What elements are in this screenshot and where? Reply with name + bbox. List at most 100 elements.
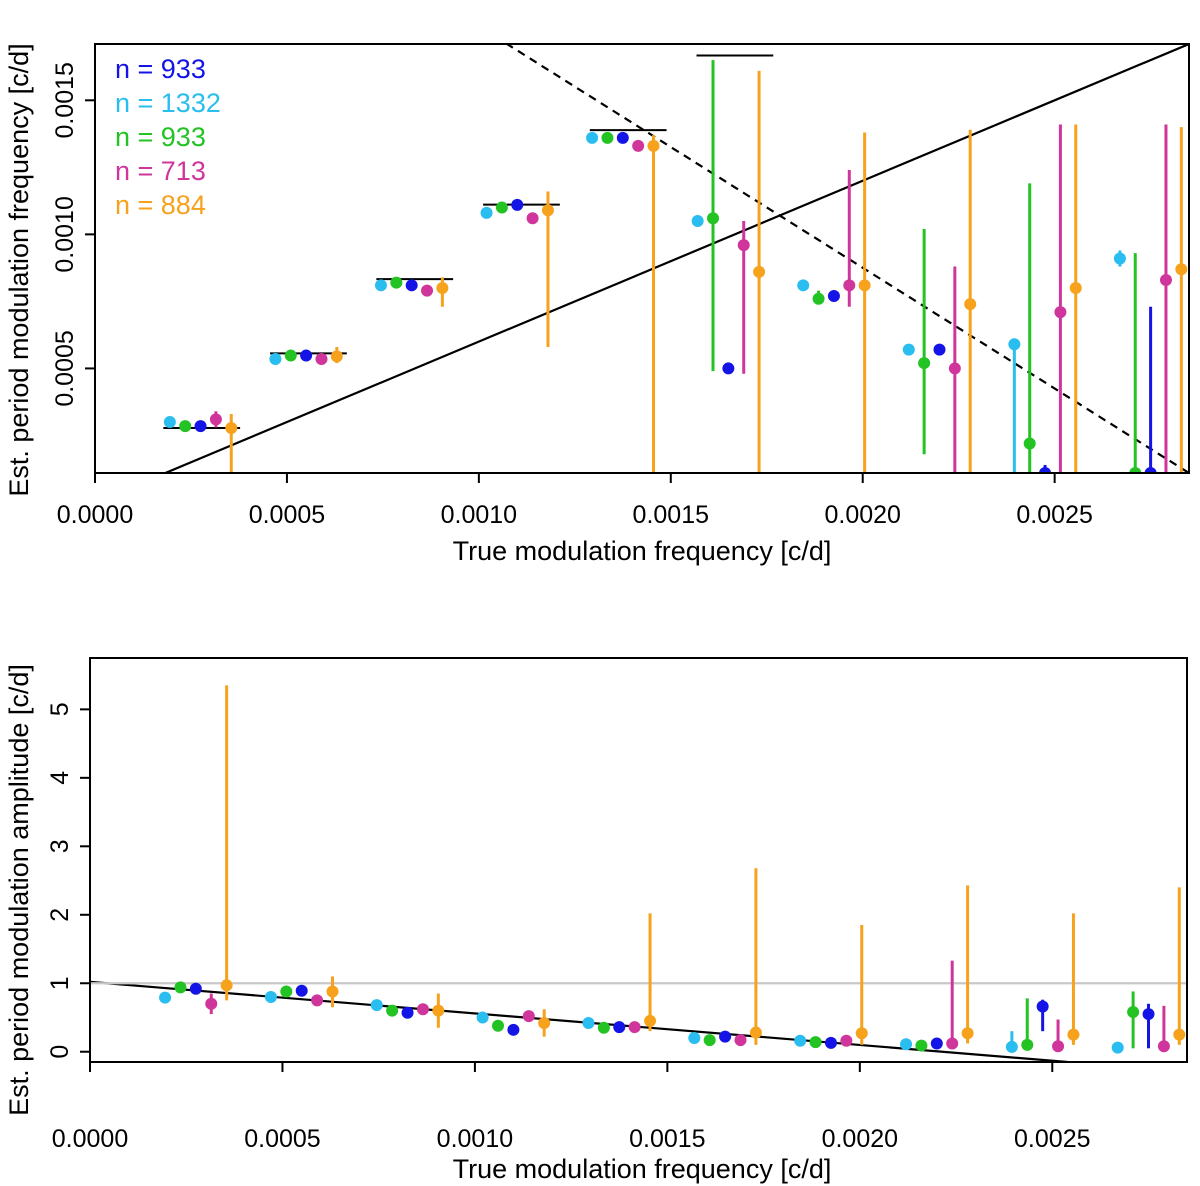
bottom-data-point-46 bbox=[1127, 1006, 1140, 1019]
bottom-data-point-1 bbox=[174, 981, 187, 994]
top-data-point-3 bbox=[209, 413, 222, 426]
bottom-data-point-26 bbox=[703, 1034, 716, 1047]
bottom-data-point-17 bbox=[507, 1023, 520, 1036]
top-data-point-44 bbox=[1069, 281, 1082, 294]
top-x-tick-label-2: 0.0010 bbox=[441, 501, 517, 529]
bottom-data-point-9 bbox=[326, 985, 339, 998]
legend-entry-2: n = 933 bbox=[115, 122, 206, 152]
top-data-point-6 bbox=[284, 349, 297, 362]
bottom-data-point-20 bbox=[582, 1016, 595, 1029]
bottom-data-point-5 bbox=[264, 990, 277, 1003]
legend-entry-0: n = 933 bbox=[115, 54, 206, 84]
bottom-data-point-29 bbox=[749, 1026, 762, 1039]
bottom-data-point-21 bbox=[597, 1021, 610, 1034]
top-data-point-15 bbox=[480, 206, 493, 219]
top-data-point-49 bbox=[1175, 263, 1188, 276]
bottom-x-tick-label-4: 0.0020 bbox=[822, 1125, 898, 1153]
bottom-data-point-23 bbox=[628, 1021, 641, 1034]
bottom-data-point-49 bbox=[1173, 1028, 1186, 1041]
top-data-point-42 bbox=[1039, 467, 1052, 473]
bottom-data-point-41 bbox=[1021, 1038, 1034, 1051]
top-x-tick-label-4: 0.0020 bbox=[824, 501, 900, 529]
bottom-data-point-7 bbox=[295, 984, 308, 997]
top-data-point-43 bbox=[1054, 306, 1067, 319]
bottom-y-tick-label-5: 5 bbox=[46, 702, 74, 716]
bottom-data-point-2 bbox=[189, 982, 202, 995]
bottom-data-point-11 bbox=[386, 1004, 399, 1017]
bottom-data-point-19 bbox=[538, 1016, 551, 1029]
bottom-data-point-40 bbox=[1005, 1040, 1018, 1053]
bottom-chart: 0.0000 0.0005 0.0010 0.0015 0.0020 0.0025 0 1 2… bbox=[4, 657, 1188, 1184]
top-y-tick-label-0: 0.0005 bbox=[51, 330, 79, 406]
bottom-data-point-47 bbox=[1142, 1008, 1155, 1021]
legend-entry-3: n = 713 bbox=[115, 156, 206, 186]
top-data-point-5 bbox=[269, 353, 282, 366]
top-chart-x-axis-label: True modulation frequency [c/d] bbox=[453, 536, 832, 566]
top-data-point-4 bbox=[225, 421, 238, 434]
top-chart-frame bbox=[94, 43, 1190, 474]
bottom-data-point-4 bbox=[220, 979, 233, 992]
bottom-chart-x-ticks: 0.0000 0.0005 0.0010 0.0015 0.0020 0.0025 bbox=[52, 1062, 1091, 1153]
top-chart-points bbox=[163, 131, 1188, 473]
bottom-data-point-6 bbox=[280, 985, 293, 998]
top-data-point-0 bbox=[163, 416, 176, 429]
top-data-point-37 bbox=[933, 343, 946, 356]
bottom-y-tick-label-1: 1 bbox=[46, 976, 74, 990]
top-chart-true-markers bbox=[163, 54, 774, 429]
top-data-point-40 bbox=[1008, 338, 1021, 351]
top-data-point-28 bbox=[737, 239, 750, 252]
top-data-point-45 bbox=[1113, 252, 1126, 265]
top-data-point-41 bbox=[1023, 437, 1036, 450]
top-data-point-10 bbox=[374, 279, 387, 292]
top-data-point-46 bbox=[1129, 467, 1142, 473]
top-data-point-19 bbox=[541, 204, 554, 217]
bottom-chart-error-bars bbox=[209, 685, 1181, 1052]
top-data-point-16 bbox=[495, 201, 508, 214]
top-y-tick-label-2: 0.0015 bbox=[51, 62, 79, 138]
bottom-chart-x-axis-label: True modulation frequency [c/d] bbox=[453, 1154, 832, 1184]
bottom-data-point-48 bbox=[1157, 1040, 1170, 1053]
legend-entry-4: n = 884 bbox=[115, 190, 206, 220]
top-data-point-21 bbox=[601, 131, 614, 144]
top-reference-line-0 bbox=[162, 44, 1189, 473]
top-data-point-23 bbox=[632, 139, 645, 152]
bottom-data-point-32 bbox=[824, 1036, 837, 1049]
bottom-chart-points bbox=[159, 979, 1186, 1054]
bottom-data-point-12 bbox=[401, 1006, 414, 1019]
top-data-point-30 bbox=[797, 279, 810, 292]
bottom-data-point-45 bbox=[1111, 1041, 1124, 1054]
bottom-data-point-34 bbox=[855, 1027, 868, 1040]
bottom-x-tick-label-2: 0.0010 bbox=[437, 1125, 513, 1153]
bottom-data-point-36 bbox=[915, 1039, 928, 1052]
bottom-data-point-27 bbox=[719, 1030, 732, 1043]
top-data-point-48 bbox=[1159, 273, 1172, 286]
bottom-data-point-30 bbox=[794, 1034, 807, 1047]
top-data-point-1 bbox=[179, 420, 192, 433]
bottom-data-point-0 bbox=[159, 991, 172, 1004]
bottom-x-tick-label-1: 0.0005 bbox=[244, 1125, 320, 1153]
legend-entry-1: n = 1332 bbox=[115, 88, 221, 118]
top-data-point-33 bbox=[843, 279, 856, 292]
bottom-chart-y-axis-label: Est. period modulation amplitude [c/d] bbox=[4, 664, 34, 1116]
bottom-y-tick-label-0: 0 bbox=[46, 1045, 74, 1059]
top-data-point-34 bbox=[858, 279, 871, 292]
bottom-data-point-16 bbox=[492, 1019, 505, 1032]
bottom-data-point-8 bbox=[311, 994, 324, 1007]
top-chart-x-ticks: 0.0000 0.0005 0.0010 0.0015 0.0020 0.0025 bbox=[57, 473, 1093, 529]
top-data-point-22 bbox=[616, 131, 629, 144]
bottom-data-point-25 bbox=[688, 1032, 701, 1045]
top-data-point-36 bbox=[918, 357, 931, 370]
top-x-tick-label-1: 0.0005 bbox=[249, 501, 325, 529]
top-data-point-13 bbox=[421, 284, 434, 297]
bottom-data-point-38 bbox=[946, 1037, 959, 1050]
bottom-x-tick-label-0: 0.0000 bbox=[52, 1125, 128, 1153]
top-reference-line-1 bbox=[504, 44, 1189, 473]
top-y-tick-label-1: 0.0010 bbox=[51, 196, 79, 272]
top-data-point-31 bbox=[812, 292, 825, 305]
bottom-y-tick-label-3: 3 bbox=[46, 839, 74, 853]
top-data-point-11 bbox=[390, 276, 403, 289]
top-chart-y-axis-label: Est. period modulation frequency [c/d] bbox=[4, 43, 34, 496]
bottom-y-tick-label-4: 4 bbox=[46, 771, 74, 785]
top-data-point-2 bbox=[194, 420, 207, 433]
